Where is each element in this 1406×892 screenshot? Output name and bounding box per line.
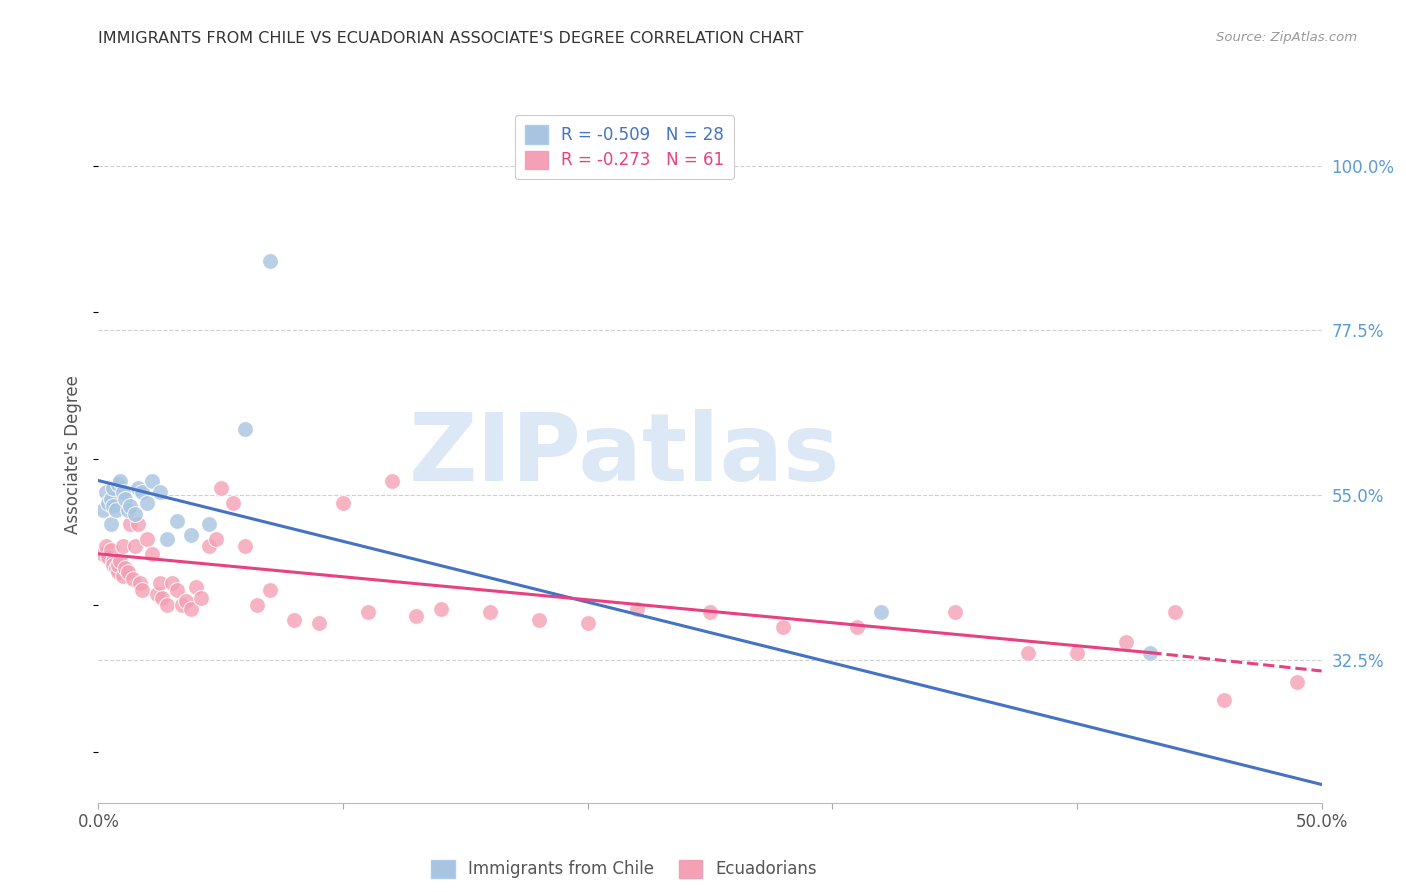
Point: [100, 517, 122, 532]
Point: [699, 606, 721, 620]
Point: [136, 495, 159, 509]
Point: [209, 481, 232, 495]
Point: [124, 540, 146, 554]
Point: [259, 253, 281, 268]
Point: [576, 616, 599, 631]
Point: [870, 606, 893, 620]
Point: [100, 491, 122, 506]
Point: [478, 606, 501, 620]
Point: [332, 495, 354, 509]
Point: [308, 616, 330, 631]
Point: [430, 601, 453, 615]
Point: [97, 550, 120, 565]
Point: [186, 580, 208, 594]
Point: [160, 576, 183, 591]
Point: [120, 517, 142, 532]
Point: [101, 558, 124, 572]
Point: [114, 561, 136, 575]
Point: [111, 540, 134, 554]
Point: [166, 583, 188, 598]
Point: [131, 484, 153, 499]
Point: [1286, 675, 1309, 690]
Point: [114, 491, 136, 506]
Point: [1017, 646, 1039, 660]
Point: [136, 532, 159, 546]
Point: [527, 613, 550, 627]
Legend: Immigrants from Chile, Ecuadorians: Immigrants from Chile, Ecuadorians: [425, 853, 824, 885]
Point: [107, 477, 129, 491]
Point: [356, 606, 378, 620]
Point: [127, 517, 149, 532]
Point: [150, 591, 173, 605]
Point: [120, 499, 142, 513]
Point: [101, 499, 124, 513]
Point: [405, 609, 427, 624]
Point: [91, 547, 114, 561]
Point: [129, 576, 152, 591]
Point: [94, 540, 117, 554]
Point: [180, 528, 202, 542]
Point: [246, 598, 269, 612]
Point: [190, 591, 212, 605]
Point: [1139, 646, 1161, 660]
Point: [156, 532, 179, 546]
Point: [121, 573, 143, 587]
Point: [180, 601, 202, 615]
Point: [146, 587, 169, 601]
Point: [111, 568, 134, 582]
Point: [233, 540, 256, 554]
Point: [170, 598, 193, 612]
Point: [141, 547, 163, 561]
Point: [117, 565, 139, 579]
Point: [117, 503, 139, 517]
Point: [626, 601, 648, 615]
Point: [107, 558, 129, 572]
Point: [107, 565, 129, 579]
Point: [141, 474, 163, 488]
Point: [104, 503, 127, 517]
Point: [110, 474, 132, 488]
Text: IMMIGRANTS FROM CHILE VS ECUADORIAN ASSOCIATE'S DEGREE CORRELATION CHART: IMMIGRANTS FROM CHILE VS ECUADORIAN ASSO…: [98, 31, 804, 46]
Y-axis label: Associate's Degree: Associate's Degree: [65, 376, 83, 534]
Point: [1066, 646, 1088, 660]
Point: [156, 598, 179, 612]
Point: [127, 481, 149, 495]
Point: [101, 554, 124, 568]
Point: [166, 514, 188, 528]
Point: [149, 576, 172, 591]
Point: [1115, 634, 1137, 648]
Point: [205, 532, 228, 546]
Point: [233, 422, 256, 436]
Point: [94, 484, 117, 499]
Point: [91, 503, 114, 517]
Point: [283, 613, 305, 627]
Point: [197, 517, 219, 532]
Point: [101, 481, 124, 495]
Point: [845, 620, 868, 634]
Point: [772, 620, 794, 634]
Point: [124, 507, 146, 521]
Point: [176, 594, 198, 608]
Point: [1164, 606, 1187, 620]
Text: ZIPatlas: ZIPatlas: [409, 409, 841, 501]
Point: [111, 484, 134, 499]
Point: [222, 495, 245, 509]
Point: [97, 495, 120, 509]
Point: [259, 583, 281, 598]
Point: [943, 606, 966, 620]
Point: [131, 583, 153, 598]
Point: [110, 554, 132, 568]
Point: [1212, 693, 1234, 707]
Point: [381, 474, 404, 488]
Point: [197, 540, 219, 554]
Point: [104, 561, 127, 575]
Text: Source: ZipAtlas.com: Source: ZipAtlas.com: [1216, 31, 1357, 45]
Point: [149, 484, 172, 499]
Point: [100, 543, 122, 558]
